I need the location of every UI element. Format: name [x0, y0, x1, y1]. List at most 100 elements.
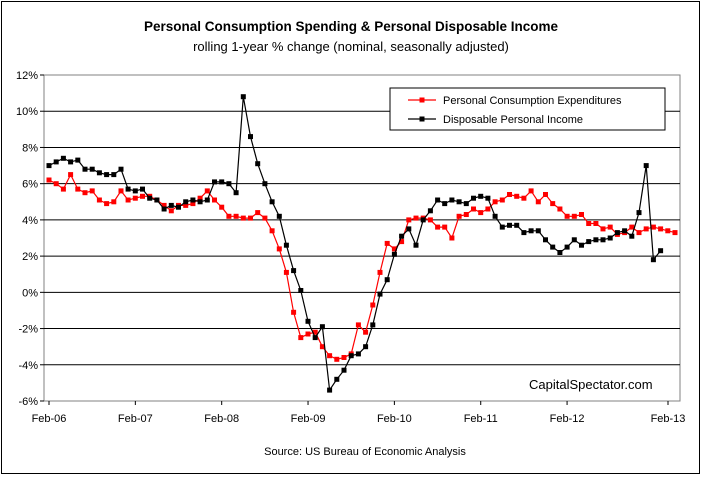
data-point: [471, 195, 476, 201]
data-point: [442, 201, 448, 207]
legend-label-pce: Personal Consumption Expenditures: [443, 95, 622, 107]
data-point: [355, 351, 361, 357]
data-point: [514, 193, 520, 199]
data-point: [564, 244, 570, 250]
data-point: [89, 188, 95, 194]
data-point: [291, 309, 297, 315]
data-point: [435, 224, 441, 230]
data-point: [204, 188, 210, 194]
data-point: [305, 318, 311, 324]
data-point: [406, 226, 412, 232]
data-point: [240, 215, 246, 221]
data-point: [168, 208, 174, 214]
data-point: [132, 195, 138, 201]
data-point: [535, 199, 541, 205]
data-point: [46, 163, 52, 169]
legend-marker-pce: [419, 97, 425, 103]
data-point: [543, 192, 548, 197]
data-point: [327, 353, 333, 359]
data-point: [291, 268, 297, 274]
data-point: [650, 257, 656, 263]
data-point: [125, 186, 131, 192]
data-point: [276, 246, 282, 252]
data-point: [262, 215, 268, 221]
data-point: [219, 179, 225, 185]
data-point: [463, 201, 469, 207]
data-point: [226, 213, 232, 219]
data-point: [82, 166, 88, 172]
data-point: [248, 134, 253, 140]
y-tick-label: -6%: [18, 396, 38, 408]
data-point: [255, 210, 261, 216]
series-line: [48, 173, 676, 360]
data-point: [607, 224, 613, 230]
y-tick-label: 4%: [22, 215, 38, 227]
data-point: [190, 201, 196, 207]
series-layer: [46, 94, 678, 393]
data-point: [636, 210, 642, 216]
data-point: [75, 186, 81, 192]
y-tick-label: 8%: [22, 142, 38, 154]
data-point: [600, 237, 606, 243]
data-point: [478, 193, 484, 199]
data-point: [233, 190, 239, 196]
data-point: [140, 186, 145, 192]
data-point: [226, 181, 232, 187]
x-tick-label: Feb-07: [118, 413, 153, 425]
data-point: [190, 197, 196, 203]
data-point: [571, 213, 577, 219]
data-point: [413, 215, 419, 221]
data-point: [384, 277, 390, 283]
y-tick-label: 6%: [22, 179, 38, 191]
data-point: [334, 376, 340, 382]
data-point: [312, 335, 318, 341]
data-point: [197, 195, 203, 201]
data-point: [463, 212, 469, 217]
data-point: [283, 242, 289, 248]
data-point: [168, 202, 174, 208]
data-point: [46, 177, 52, 183]
data-point: [485, 195, 491, 201]
data-point: [650, 224, 656, 230]
data-point: [557, 206, 563, 212]
x-tick-label: Feb-06: [32, 413, 67, 425]
data-point: [593, 221, 599, 226]
data-point: [658, 248, 664, 254]
watermark: CapitalSpectator.com: [529, 377, 653, 392]
data-point: [579, 242, 584, 248]
x-tick-label: Feb-09: [291, 413, 326, 425]
data-point: [622, 228, 628, 234]
data-point: [658, 226, 664, 232]
data-point: [118, 188, 124, 194]
x-tick-label: Feb-10: [377, 413, 412, 425]
data-point: [104, 172, 110, 178]
data-point: [478, 210, 484, 216]
data-point: [499, 197, 505, 203]
y-tick-label: 2%: [22, 251, 38, 263]
data-point: [363, 344, 369, 350]
data-point: [492, 213, 498, 219]
data-point: [104, 201, 110, 207]
data-point: [197, 199, 203, 205]
x-tick-label: Feb-13: [651, 413, 686, 425]
data-point: [370, 302, 376, 308]
data-point: [269, 228, 275, 234]
data-point: [147, 195, 153, 201]
data-point: [665, 228, 671, 234]
chart-title: Personal Consumption Spending & Personal…: [144, 19, 559, 34]
data-point: [240, 94, 246, 100]
y-tick-label: 0%: [22, 287, 38, 299]
data-point: [607, 235, 613, 241]
data-point: [521, 230, 527, 236]
chart-source: Source: US Bureau of Economic Analysis: [264, 446, 466, 458]
data-point: [593, 237, 599, 243]
x-tick-label: Feb-12: [550, 413, 585, 425]
y-axis: -6% -4% -2% 0% 2% 4% 6% 8% 10% 12%: [16, 70, 44, 408]
data-point: [571, 237, 577, 243]
data-point: [507, 222, 512, 228]
y-tick-label: -2%: [18, 324, 38, 336]
data-point: [427, 217, 433, 223]
data-point: [298, 335, 304, 341]
data-point: [118, 166, 124, 172]
